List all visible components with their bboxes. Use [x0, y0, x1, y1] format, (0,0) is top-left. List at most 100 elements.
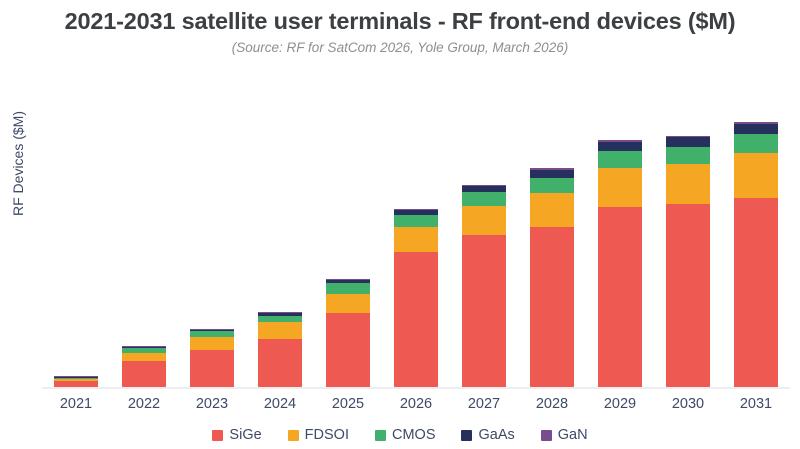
segment-fdsoi-2023[interactable] — [190, 337, 234, 350]
x-tick-2029: 2029 — [603, 396, 637, 412]
legend-swatch-icon-fdsoi — [287, 429, 299, 441]
x-tick-2021: 2021 — [59, 396, 93, 412]
x-tick-2024: 2024 — [263, 396, 297, 412]
legend-label-gaas: GaAs — [478, 427, 515, 443]
x-axis-ticks: 2021 2022 2023 2024 2025 2026 2027 2028 2029 2030… — [42, 396, 790, 418]
bar-2028[interactable] — [530, 168, 574, 387]
segment-gaas-2025[interactable] — [326, 279, 370, 284]
segment-cmos-2028[interactable] — [530, 177, 574, 194]
segment-gan-2022[interactable] — [122, 346, 166, 348]
segment-gan-2027[interactable] — [462, 184, 506, 187]
x-axis-line — [42, 387, 790, 389]
segment-fdsoi-2030[interactable] — [666, 163, 710, 204]
bar-series-group — [42, 100, 790, 387]
segment-gaas-2027[interactable] — [462, 186, 506, 192]
segment-gaas-2029[interactable] — [598, 141, 642, 152]
segment-fdsoi-2025[interactable] — [326, 293, 370, 313]
segment-cmos-2023[interactable] — [190, 331, 234, 338]
legend-item-gaas[interactable]: GaAs — [461, 427, 515, 443]
segment-cmos-2026[interactable] — [394, 214, 438, 228]
segment-cmos-2025[interactable] — [326, 283, 370, 294]
bar-2029[interactable] — [598, 140, 642, 387]
segment-sige-2030[interactable] — [666, 203, 710, 387]
segment-sige-2021[interactable] — [54, 380, 98, 387]
segment-gan-2025[interactable] — [326, 278, 370, 280]
x-tick-2031: 2031 — [739, 396, 773, 412]
x-tick-2023: 2023 — [195, 396, 229, 412]
segment-sige-2025[interactable] — [326, 312, 370, 387]
legend-swatch-icon-sige — [212, 429, 224, 441]
legend-item-gan[interactable]: GaN — [540, 427, 588, 443]
segment-sige-2028[interactable] — [530, 227, 574, 387]
x-tick-2026: 2026 — [399, 396, 433, 412]
segment-fdsoi-2029[interactable] — [598, 168, 642, 208]
segment-gaas-2026[interactable] — [394, 210, 438, 215]
segment-gaas-2024[interactable] — [258, 313, 302, 316]
segment-cmos-2030[interactable] — [666, 146, 710, 164]
legend-swatch-icon-gaas — [461, 429, 473, 441]
segment-sige-2024[interactable] — [258, 338, 302, 387]
segment-gaas-2022[interactable] — [122, 347, 166, 349]
segment-fdsoi-2021[interactable] — [54, 379, 98, 381]
x-tick-2025: 2025 — [331, 396, 365, 412]
segment-gan-2021[interactable] — [54, 376, 98, 378]
segment-sige-2022[interactable] — [122, 360, 166, 387]
segment-gaas-2030[interactable] — [666, 137, 710, 147]
legend-label-sige: SiGe — [229, 427, 262, 443]
segment-gan-2030[interactable] — [666, 135, 710, 138]
y-axis-label: RF Devices ($M) — [10, 110, 26, 216]
legend-swatch-icon-gan — [540, 429, 552, 441]
segment-fdsoi-2031[interactable] — [734, 152, 778, 198]
segment-cmos-2022[interactable] — [122, 348, 166, 353]
segment-fdsoi-2026[interactable] — [394, 227, 438, 253]
x-tick-2030: 2030 — [671, 396, 705, 412]
segment-gaas-2021[interactable] — [54, 377, 98, 379]
segment-fdsoi-2028[interactable] — [530, 193, 574, 228]
bar-2026[interactable] — [394, 209, 438, 387]
x-tick-2022: 2022 — [127, 396, 161, 412]
segment-gan-2029[interactable] — [598, 140, 642, 142]
bar-2027[interactable] — [462, 184, 506, 387]
segment-sige-2029[interactable] — [598, 207, 642, 387]
segment-fdsoi-2027[interactable] — [462, 205, 506, 235]
legend-item-cmos[interactable]: CMOS — [374, 427, 436, 443]
segment-fdsoi-2022[interactable] — [122, 352, 166, 361]
legend-label-gan: GaN — [557, 427, 588, 443]
x-tick-2027: 2027 — [467, 396, 501, 412]
segment-cmos-2031[interactable] — [734, 134, 778, 153]
page-title: 2021-2031 satellite user terminals - RF … — [64, 8, 736, 34]
legend-swatch-icon-cmos — [374, 429, 386, 441]
bar-2024[interactable] — [258, 312, 302, 387]
segment-gaas-2028[interactable] — [530, 169, 574, 178]
legend-label-cmos: CMOS — [391, 427, 436, 443]
segment-gaas-2031[interactable] — [734, 124, 778, 135]
legend-item-sige[interactable]: SiGe — [212, 427, 262, 443]
bar-2025[interactable] — [326, 278, 370, 387]
segment-gan-2026[interactable] — [394, 209, 438, 211]
segment-fdsoi-2024[interactable] — [258, 321, 302, 339]
segment-cmos-2027[interactable] — [462, 191, 506, 206]
bar-2021[interactable] — [54, 376, 98, 387]
legend-label-fdsoi: FDSOI — [304, 427, 349, 443]
legend-item-fdsoi[interactable]: FDSOI — [287, 427, 349, 443]
plot-area — [42, 100, 790, 389]
bar-2030[interactable] — [666, 135, 710, 387]
chart-legend: SiGe FDSOI CMOS GaAs GaN — [0, 427, 800, 443]
segment-cmos-2024[interactable] — [258, 315, 302, 322]
bar-2022[interactable] — [122, 346, 166, 387]
segment-gan-2023[interactable] — [190, 328, 234, 330]
segment-sige-2031[interactable] — [734, 197, 778, 387]
segment-gan-2031[interactable] — [734, 122, 778, 125]
segment-sige-2027[interactable] — [462, 234, 506, 387]
segment-cmos-2029[interactable] — [598, 151, 642, 169]
segment-gan-2028[interactable] — [530, 168, 574, 170]
segment-cmos-2021[interactable] — [54, 378, 98, 380]
segment-gan-2024[interactable] — [258, 312, 302, 314]
segment-gaas-2023[interactable] — [190, 329, 234, 332]
bar-2031[interactable] — [734, 122, 778, 387]
segment-sige-2023[interactable] — [190, 349, 234, 387]
segment-sige-2026[interactable] — [394, 252, 438, 387]
bar-2023[interactable] — [190, 328, 234, 387]
x-tick-2028: 2028 — [535, 396, 569, 412]
